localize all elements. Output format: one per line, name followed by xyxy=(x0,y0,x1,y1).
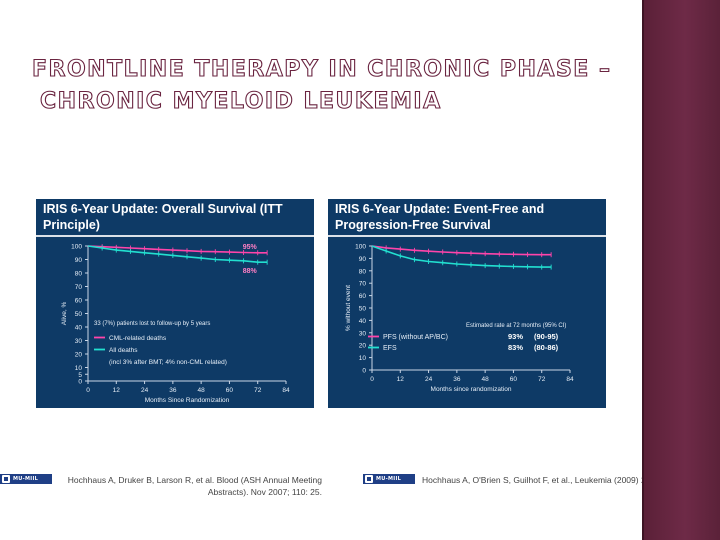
x-tick-label: 0 xyxy=(370,376,374,383)
event-free-survival-title: IRIS 6-Year Update: Event-Free and Progr… xyxy=(335,202,545,232)
slide-title-line-1: FRONTLINE THERAPY IN CHRONIC PHASE – xyxy=(31,56,612,82)
logo-mark-icon xyxy=(365,475,373,483)
slide-title-line-2: CHRONIC MYELOID LEUKEMIA xyxy=(39,88,442,114)
x-tick-label: 36 xyxy=(453,376,461,383)
left-reference: Hochhaus A, Druker B, Larson R, et al. B… xyxy=(67,475,322,497)
y-tick-label: 60 xyxy=(359,293,367,300)
series-line-b xyxy=(371,245,552,268)
right-reference: Hochhaus A, O'Brien S, Guilhot F, et al.… xyxy=(422,475,642,485)
legend-ci: (90-95) xyxy=(534,332,559,341)
event-free-survival-panel: IRIS 6-Year Update: Event-Free and Progr… xyxy=(328,199,606,408)
x-tick-label: 72 xyxy=(254,387,262,394)
logo-text: MU-MIIL xyxy=(13,476,39,482)
y-tick-label: 20 xyxy=(359,343,367,350)
y-tick-label: 40 xyxy=(359,318,367,325)
x-tick-label: 84 xyxy=(282,387,290,394)
y-tick-label: 90 xyxy=(75,257,83,264)
y-tick-label: 40 xyxy=(75,325,83,332)
x-tick-label: 36 xyxy=(169,387,177,394)
logo-mark-icon xyxy=(2,475,10,483)
x-tick-label: 72 xyxy=(538,376,546,383)
x-tick-label: 48 xyxy=(482,376,490,383)
slide-title: FRONTLINE THERAPY IN CHRONIC PHASE – CHR… xyxy=(31,54,632,118)
y-tick-label: 70 xyxy=(75,284,83,291)
event-free-survival-chart: 0 10 20 30 40 50 60 70 80 90 100 0 12 24 36 48 60 72 84 Mon… xyxy=(345,244,574,394)
x-axis-label: Months Since Randomization xyxy=(145,397,230,404)
y-tick-label: 10 xyxy=(75,365,83,372)
y-axis-label: Alive, % xyxy=(61,302,68,326)
x-tick-label: 48 xyxy=(198,387,206,394)
institution-logo: MU-MIIL xyxy=(363,474,415,484)
y-tick-label: 0 xyxy=(78,379,82,386)
x-tick-label: 60 xyxy=(226,387,234,394)
y-tick-label: 10 xyxy=(359,355,367,362)
followup-note: 33 (7%) patients lost to follow-up by 5 … xyxy=(94,321,210,327)
y-tick-label: 0 xyxy=(362,368,366,375)
y-tick-label: 5 xyxy=(78,372,82,379)
legend-value: 93% xyxy=(508,332,523,341)
y-tick-label: 90 xyxy=(359,256,367,263)
legend-label: CML-related deaths xyxy=(109,335,167,342)
overall-survival-title: IRIS 6-Year Update: Overall Survival (IT… xyxy=(43,202,283,232)
y-tick-label: 30 xyxy=(75,338,83,345)
x-tick-label: 0 xyxy=(86,387,90,394)
y-tick-label: 30 xyxy=(359,330,367,337)
institution-logo: MU-MIIL xyxy=(0,474,52,484)
y-tick-label: 50 xyxy=(359,306,367,313)
series-line-a xyxy=(371,245,552,256)
series-line-b xyxy=(87,245,268,264)
y-tick-label: 50 xyxy=(75,311,83,318)
x-tick-label: 60 xyxy=(510,376,518,383)
y-tick-label: 80 xyxy=(75,271,83,278)
legend-label: EFS xyxy=(383,345,397,352)
panel-divider xyxy=(328,235,606,237)
legend-ci: (80-86) xyxy=(534,343,559,352)
estimate-header: Estimated rate at 72 months (95% CI) xyxy=(466,323,566,329)
y-tick-label: 20 xyxy=(75,352,83,359)
y-tick-label: 80 xyxy=(359,268,367,275)
x-tick-label: 12 xyxy=(113,387,121,394)
value-label-88: 88% xyxy=(243,268,258,275)
x-tick-label: 24 xyxy=(425,376,433,383)
logo-text: MU-MIIL xyxy=(376,476,402,482)
panel-divider xyxy=(36,235,314,237)
legend-value: 83% xyxy=(508,343,523,352)
x-tick-label: 84 xyxy=(566,376,574,383)
decorative-sidebar xyxy=(642,0,720,540)
overall-survival-panel: IRIS 6-Year Update: Overall Survival (IT… xyxy=(36,199,314,408)
x-axis-label: Months since randomization xyxy=(431,386,512,393)
y-tick-label: 100 xyxy=(71,244,82,251)
y-tick-label: 100 xyxy=(355,244,366,251)
y-tick-label: 70 xyxy=(359,281,367,288)
legend-label: PFS (without AP/BC) xyxy=(383,334,448,341)
legend-note: (incl 3% after BMT; 4% non-CML related) xyxy=(109,359,227,366)
y-tick-label: 60 xyxy=(75,298,83,305)
legend-label: All deaths xyxy=(109,347,138,354)
x-tick-label: 12 xyxy=(397,376,405,383)
series-line-a xyxy=(87,245,268,254)
x-tick-label: 24 xyxy=(141,387,149,394)
value-label-95: 95% xyxy=(243,244,258,251)
y-axis-label: % without event xyxy=(345,285,352,331)
